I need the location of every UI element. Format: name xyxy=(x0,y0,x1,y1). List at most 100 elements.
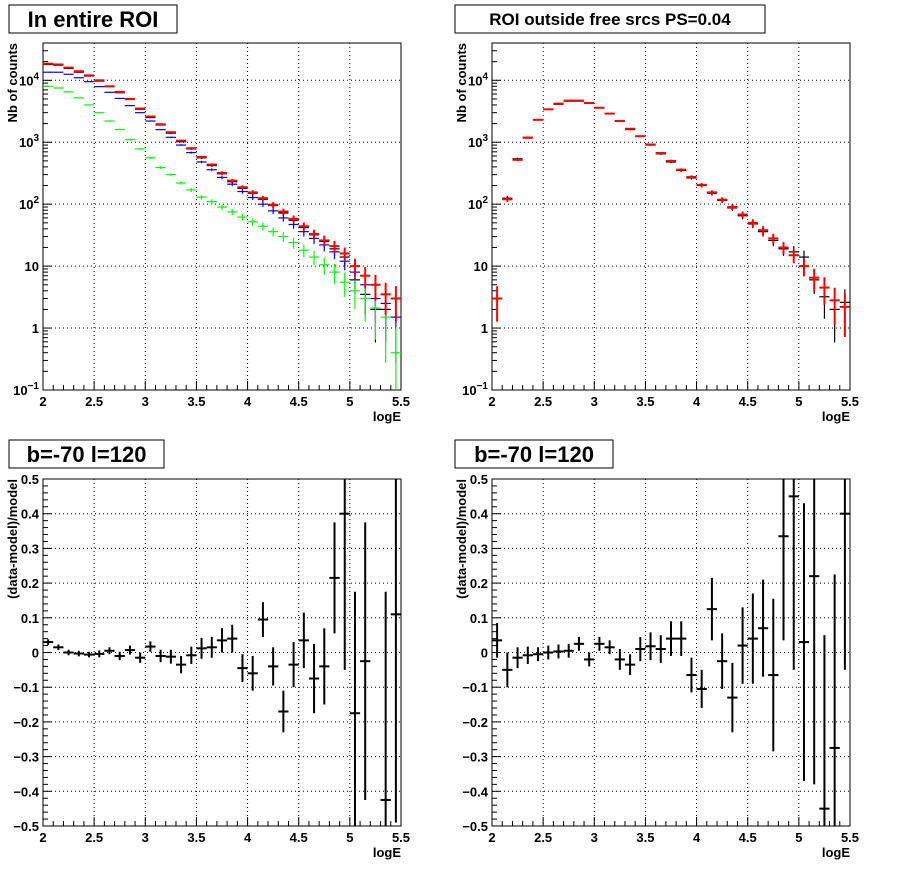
data-point xyxy=(676,621,687,656)
data-point xyxy=(696,183,707,187)
y-tick-label: 104 xyxy=(19,71,39,88)
data-series xyxy=(43,62,401,322)
y-tick-label: 0.2 xyxy=(470,576,488,591)
data-point xyxy=(135,147,146,150)
data-point xyxy=(94,650,105,658)
data-point xyxy=(145,120,156,122)
y-axis-label: Nb of counts xyxy=(454,43,469,122)
y-tick-label: 10−1 xyxy=(462,381,488,398)
x-tick-label: 4.5 xyxy=(739,394,757,409)
data-point xyxy=(839,292,850,338)
data-point xyxy=(696,669,707,709)
data-point xyxy=(380,591,391,826)
data-point xyxy=(227,178,238,183)
grid xyxy=(491,43,851,391)
y-tick-exponent: 4 xyxy=(33,71,39,82)
data-point xyxy=(63,649,74,656)
data-point xyxy=(829,574,840,826)
data-point xyxy=(186,646,197,664)
chart-panel-bottom-right: 2 2.5 3 3.5 4 4.5 5 5.5 −0.5 −0.4 −0.3 −0.2 −0.1 0 0.1… xyxy=(454,472,859,860)
data-point xyxy=(175,655,187,674)
data-point xyxy=(288,642,299,688)
data-point xyxy=(237,189,248,194)
data-point xyxy=(268,207,279,215)
data-point xyxy=(502,196,513,202)
data-point xyxy=(216,628,228,653)
data-point xyxy=(155,649,166,663)
y-tick-label: −0.5 xyxy=(13,819,39,834)
x-tick-label: 2.5 xyxy=(85,394,103,409)
y-tick-label: 0.5 xyxy=(21,472,39,487)
data-point xyxy=(104,120,115,122)
data-point xyxy=(175,181,187,185)
data-point xyxy=(145,115,156,118)
data-point xyxy=(717,633,728,689)
data-point xyxy=(839,479,850,670)
data-point xyxy=(532,118,544,121)
data-point xyxy=(298,612,309,669)
data-point xyxy=(390,286,401,322)
y-tick-label: −0.2 xyxy=(13,715,39,730)
chart-title: b=-70 l=120 xyxy=(454,439,614,469)
x-tick-label: 4.5 xyxy=(290,830,308,845)
data-point xyxy=(165,131,176,134)
data-point xyxy=(237,213,248,221)
data-point xyxy=(757,579,769,677)
data-point xyxy=(329,522,340,634)
data-point xyxy=(768,598,779,752)
x-tick-label: 5.5 xyxy=(841,394,859,409)
data-series xyxy=(502,100,850,343)
y-tick-label: 10−1 xyxy=(13,381,39,398)
data-point xyxy=(635,636,646,662)
x-tick-label: 3.5 xyxy=(187,830,205,845)
data-point xyxy=(319,235,330,247)
x-tick-label: 4 xyxy=(244,394,252,409)
data-point xyxy=(360,267,371,289)
y-tick-label: 0.3 xyxy=(21,541,39,556)
data-point xyxy=(186,147,197,150)
data-point xyxy=(686,657,697,693)
y-tick-label: 0.5 xyxy=(470,472,488,487)
y-tick-label: −0.5 xyxy=(462,819,488,834)
y-tick-label: 0.4 xyxy=(21,507,40,522)
data-point xyxy=(216,175,228,180)
title-box xyxy=(454,439,614,469)
data-point xyxy=(145,156,156,159)
data-point xyxy=(216,171,228,175)
x-tick-label: 4.5 xyxy=(290,394,308,409)
data-point xyxy=(227,624,238,653)
data-point xyxy=(737,607,748,684)
data-point xyxy=(247,190,258,195)
x-tick-label: 2.5 xyxy=(534,830,552,845)
data-point xyxy=(278,232,289,242)
data-series xyxy=(492,479,850,826)
plot-frame xyxy=(42,42,402,391)
data-point xyxy=(727,204,738,211)
y-tick-label: 102 xyxy=(468,195,488,212)
y-axis-label: (data-model)/model xyxy=(454,479,469,599)
data-point xyxy=(380,282,391,315)
x-tick-label: 3 xyxy=(591,394,598,409)
data-point xyxy=(165,649,176,664)
chart-title: b=-70 l=120 xyxy=(8,439,165,469)
data-point xyxy=(614,649,625,670)
x-tick-label: 4 xyxy=(244,830,252,845)
data-point xyxy=(135,652,146,663)
data-point xyxy=(809,479,820,785)
data-point xyxy=(165,173,176,177)
data-point xyxy=(553,644,564,659)
x-tick-label: 2 xyxy=(39,394,46,409)
data-point xyxy=(798,258,810,277)
y-tick-label: −0.1 xyxy=(13,680,39,695)
data-point xyxy=(370,274,381,301)
y-tick-base: 10 xyxy=(462,383,476,398)
y-tick-exponent: −1 xyxy=(28,381,40,392)
y-tick-label: 0 xyxy=(481,646,488,661)
y-tick-base: 10 xyxy=(13,383,27,398)
data-point xyxy=(145,641,156,652)
data-point xyxy=(604,640,615,655)
data-point xyxy=(492,623,503,658)
y-tick-label: 10 xyxy=(25,259,39,274)
data-point xyxy=(237,185,248,190)
x-tick-label: 3.5 xyxy=(187,394,205,409)
